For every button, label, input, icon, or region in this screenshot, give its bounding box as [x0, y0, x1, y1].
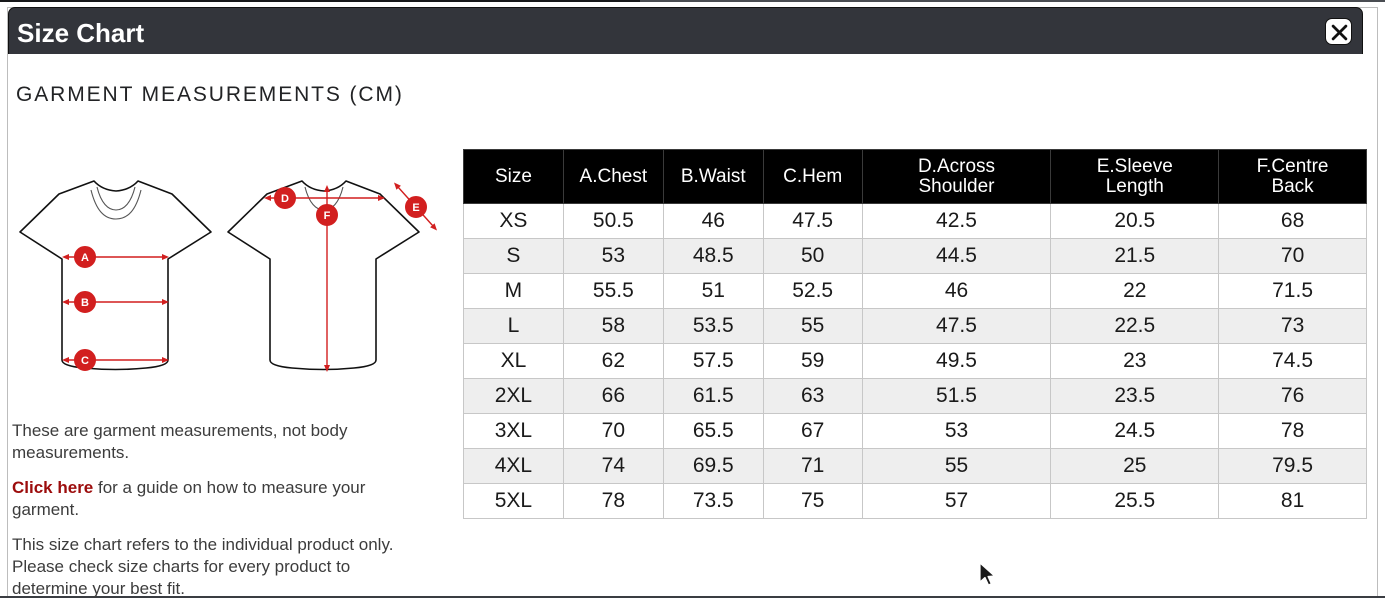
svg-text:D: D [281, 193, 289, 205]
svg-text:C: C [81, 355, 89, 367]
svg-text:B: B [81, 297, 89, 309]
svg-text:E: E [412, 202, 419, 214]
svg-text:F: F [324, 210, 331, 222]
svg-text:A: A [81, 252, 89, 264]
